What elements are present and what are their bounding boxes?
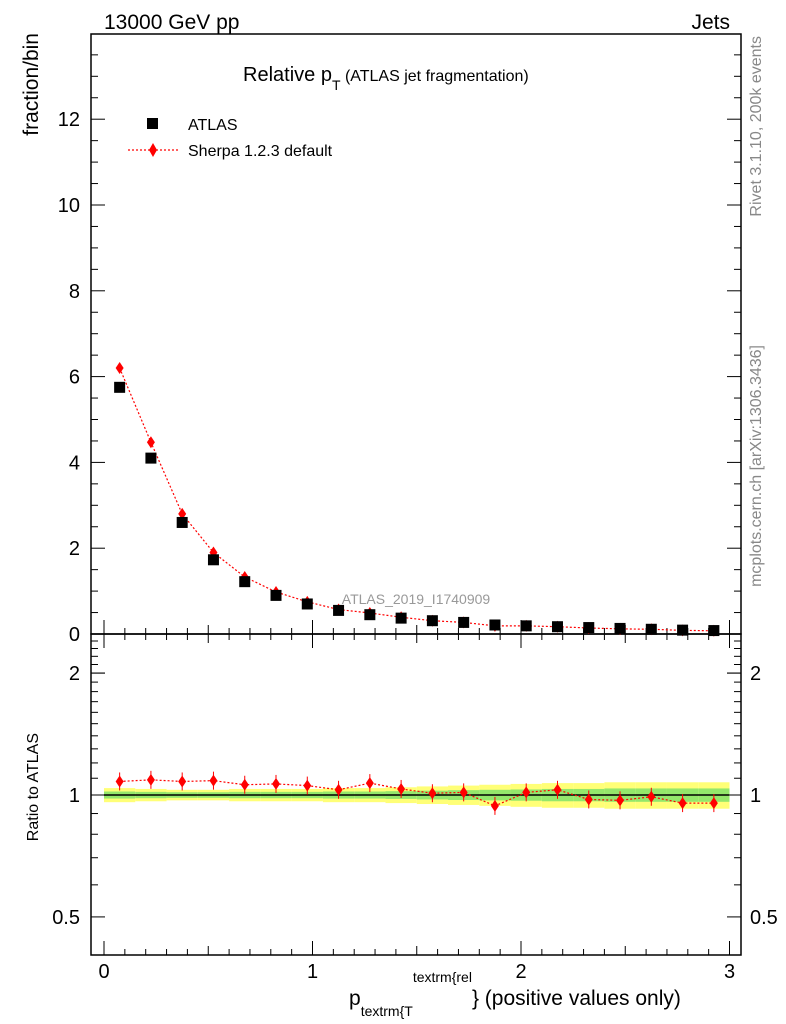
data-main-point [677, 624, 689, 636]
y-tick-label: 2 [69, 538, 80, 560]
mc-main-point [146, 436, 155, 449]
mc-ratio-point [522, 786, 531, 799]
data-main-point [364, 609, 376, 621]
ratio-y-tick-label: 0.5 [52, 907, 80, 929]
mc-ratio-point [459, 786, 468, 799]
data-main-point [708, 625, 720, 637]
data-main-point [551, 621, 563, 633]
mc-ratio-point [678, 797, 687, 810]
plot-title-rest: (ATLAS jet fragmentation) [341, 68, 529, 85]
ratio-y-axis-label: Ratio to ATLAS [25, 733, 42, 841]
data-main-point [301, 598, 313, 610]
mc-ratio-point [303, 779, 312, 792]
mcplots-label: mcplots.cern.ch [arXiv:1306.3436] [748, 345, 765, 587]
y-tick-label: 6 [69, 367, 80, 389]
mc-ratio-point [272, 777, 281, 790]
data-main-point [614, 622, 626, 634]
data-main-point [645, 623, 657, 635]
mc-main-point [115, 362, 124, 375]
data-main-point [458, 616, 470, 628]
legend-mc-marker [149, 143, 157, 157]
legend-mc-label: Sherpa 1.2.3 default [188, 143, 333, 160]
x-axis-label: ptextrm{T textrm{rel} (positive values on… [349, 969, 681, 1019]
rivet-version-label: Rivet 3.1.10, 200k events [748, 36, 765, 217]
data-main-point [583, 622, 595, 634]
y-tick-label: 4 [69, 452, 80, 474]
data-main-point [489, 619, 501, 631]
data-main-point [239, 576, 251, 588]
mc-ratio-point [334, 783, 343, 796]
x-tick-label: 3 [724, 961, 735, 983]
x-tick-label: 1 [307, 961, 318, 983]
mc-main-point [178, 507, 187, 520]
x-label-sub: textrm{T [361, 1003, 414, 1019]
mc-ratio-point [709, 797, 718, 810]
mc-ratio-point [146, 773, 155, 786]
data-main-point [426, 615, 438, 627]
ratio-y-tick-label-right: 2 [750, 663, 761, 685]
x-label-rest: } (positive values only) [472, 987, 681, 1010]
x-tick-label: 2 [515, 961, 526, 983]
y-tick-label: 10 [58, 195, 80, 217]
y-tick-label: 0 [69, 624, 80, 646]
mc-ratio-series [115, 770, 718, 815]
legend-data-marker [147, 118, 158, 129]
data-main-point [520, 620, 532, 632]
data-main-point [176, 516, 188, 528]
data-main-point [207, 554, 219, 566]
y-tick-label: 12 [58, 109, 80, 131]
mc-ratio-point [584, 793, 593, 806]
plot-title: Relative pT (ATLAS jet fragmentation) [243, 64, 529, 93]
ratio-y-tick-label-right: 0.5 [750, 907, 778, 929]
mc-ratio-line [119, 779, 714, 807]
x-tick-label: 0 [98, 961, 109, 983]
data-main-point [145, 452, 157, 464]
analysis-watermark: ATLAS_2019_I1740909 [342, 591, 491, 607]
data-main-point [114, 381, 126, 393]
mc-ratio-point [240, 778, 249, 791]
ratio-y-tick-label: 2 [69, 663, 80, 685]
x-label-sup: textrm{rel [413, 969, 472, 985]
data-main-series [114, 381, 720, 637]
mc-ratio-point [209, 774, 218, 787]
x-label-main: p [349, 987, 361, 1010]
mc-ratio-point [428, 787, 437, 800]
mc-ratio-point [616, 794, 625, 807]
legend-data-label: ATLAS [188, 117, 238, 134]
mc-ratio-point [115, 775, 124, 788]
ratio-y-tick-label-right: 1 [750, 785, 761, 807]
legend: ATLAS Sherpa 1.2.3 default [128, 117, 333, 160]
ratio-y-axis: 0.5 0.5 1 1 2 2 [52, 640, 778, 929]
mc-ratio-point [553, 783, 562, 796]
header-category: Jets [691, 11, 730, 34]
mc-ratio-point [647, 790, 656, 803]
mc-ratio-point [397, 782, 406, 795]
plot-title-main: Relative p [243, 64, 332, 86]
data-main-point [333, 604, 345, 616]
mc-ratio-point [365, 777, 374, 790]
data-main-point [270, 589, 282, 601]
mc-ratio-point [178, 775, 187, 788]
main-y-axis: 0 2 4 6 8 10 12 [58, 54, 741, 646]
mc-ratio-point [490, 799, 499, 812]
main-y-axis-label: fraction/bin [20, 33, 43, 136]
y-tick-label: 8 [69, 281, 80, 303]
ratio-y-tick-label: 1 [69, 785, 80, 807]
header-process: 13000 GeV pp [104, 11, 239, 34]
data-main-point [395, 612, 407, 624]
plot-title-sub: T [332, 77, 341, 93]
